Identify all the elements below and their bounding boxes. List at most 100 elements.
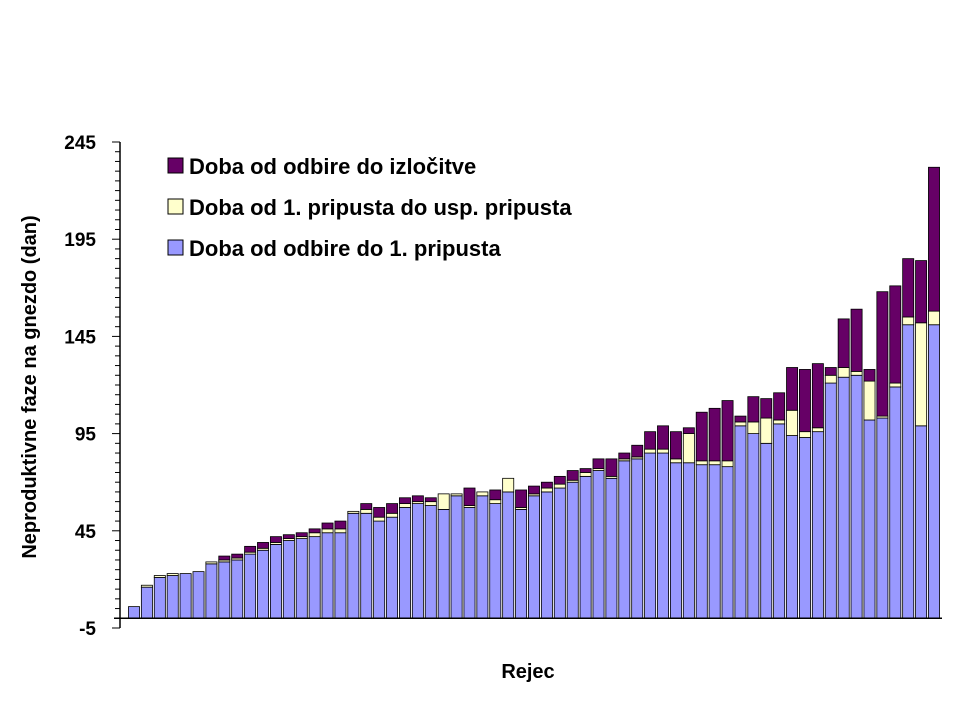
bar-segment-series-3 xyxy=(386,503,399,514)
bar-segment-series-3 xyxy=(566,470,579,481)
bar-segment-series-2 xyxy=(863,380,876,421)
bar-segment-series-3 xyxy=(915,260,928,324)
bar-segment-series-1 xyxy=(657,452,669,619)
bar-segment-series-1 xyxy=(231,559,244,619)
bar-segment-series-1 xyxy=(192,571,205,619)
bar-segment-series-1 xyxy=(786,435,799,619)
bar-segment-series-1 xyxy=(321,532,334,619)
bar-segment-series-2 xyxy=(837,367,850,378)
bar-segment-series-3 xyxy=(837,318,850,368)
bar-segment-series-3 xyxy=(889,285,902,384)
bar-segment-series-1 xyxy=(631,458,644,619)
bar-segment-series-1 xyxy=(205,563,218,619)
bar-segment-series-1 xyxy=(824,382,837,619)
bar-segment-series-1 xyxy=(811,431,824,619)
bar-segment-series-1 xyxy=(295,538,308,619)
bar-segment-series-2 xyxy=(734,421,747,427)
bar-segment-series-3 xyxy=(928,166,940,312)
bar-segment-series-3 xyxy=(786,367,799,411)
bar-segment-series-1 xyxy=(360,512,373,619)
bar-segment-series-1 xyxy=(257,549,269,619)
legend: Doba od odbire do izločitve Doba od 1. pr… xyxy=(167,154,572,261)
bar-segment-series-3 xyxy=(618,452,631,460)
bar-segment-series-1 xyxy=(902,324,915,619)
legend-label: Doba od 1. pripusta do usp. pripusta xyxy=(189,195,572,220)
bar-segment-series-1 xyxy=(347,512,360,619)
bar-segment-series-3 xyxy=(269,536,282,543)
bar-segment-series-1 xyxy=(721,466,734,619)
bar-segment-series-1 xyxy=(282,540,295,619)
bar-segment-series-1 xyxy=(773,423,786,619)
bar-segment-series-1 xyxy=(128,606,140,619)
bar-segment-series-2 xyxy=(669,458,682,464)
bar-segment-series-1 xyxy=(837,376,850,619)
bar-segment-series-1 xyxy=(515,509,528,619)
bar-segment-series-3 xyxy=(334,520,347,530)
bar-segment-series-3 xyxy=(231,553,244,559)
legend-label: Doba od odbire do 1. pripusta xyxy=(189,236,501,261)
bar-segment-series-1 xyxy=(747,433,760,619)
bar-segment-series-1 xyxy=(644,452,657,619)
bar-segment-series-2 xyxy=(308,532,321,538)
bar-segment-series-3 xyxy=(373,507,386,518)
bar-segment-series-1 xyxy=(502,491,515,619)
y-tick-labels: -5 45 95 145 195 245 xyxy=(64,133,96,640)
bar-segment-series-2 xyxy=(321,528,334,534)
bar-segment-series-1 xyxy=(799,437,811,619)
bar-segment-series-3 xyxy=(553,475,566,485)
y-tick-label: 95 xyxy=(75,425,97,446)
bar-segment-series-3 xyxy=(424,497,437,503)
bar-segment-series-2 xyxy=(399,503,411,508)
bar-segment-series-3 xyxy=(902,258,915,318)
y-axis-title: Neproduktivne faze na gnezdo (dan) xyxy=(19,215,41,558)
bar-segment-series-1 xyxy=(928,324,940,619)
bar-segment-series-2 xyxy=(347,510,360,514)
bar-segment-series-3 xyxy=(721,400,734,462)
bar-segment-series-1 xyxy=(476,495,489,619)
bar-segment-series-1 xyxy=(244,553,257,619)
bar-segment-series-3 xyxy=(644,431,657,450)
bar-segment-series-1 xyxy=(153,577,166,619)
bar-segment-series-2 xyxy=(334,528,347,534)
bar-segment-series-1 xyxy=(489,503,502,619)
y-tick-label: 195 xyxy=(64,230,96,251)
legend-swatch xyxy=(167,239,184,256)
bar-segment-series-3 xyxy=(708,407,721,462)
bar-segment-series-2 xyxy=(579,472,592,477)
x-axis-title: Rejec xyxy=(501,661,554,683)
legend-swatch xyxy=(167,157,184,174)
bars xyxy=(128,166,940,619)
bar-segment-series-3 xyxy=(592,458,605,469)
bar-segment-series-1 xyxy=(411,503,424,619)
bar-segment-series-1 xyxy=(399,507,411,619)
bar-segment-series-3 xyxy=(489,489,502,501)
bar-segment-series-1 xyxy=(695,464,708,619)
bar-segment-series-2 xyxy=(153,575,166,578)
bar-segment-series-2 xyxy=(166,573,179,576)
bar-segment-series-1 xyxy=(566,481,579,619)
bar-segment-series-1 xyxy=(140,586,153,619)
bar-segment-series-1 xyxy=(863,419,876,619)
bar-segment-series-3 xyxy=(605,458,618,477)
bar-segment-series-3 xyxy=(747,396,760,423)
bar-segment-series-1 xyxy=(760,442,773,619)
bar-segment-series-3 xyxy=(863,369,876,382)
bar-segment-series-3 xyxy=(876,291,889,417)
bar-segment-series-1 xyxy=(424,505,437,619)
bar-segment-series-1 xyxy=(334,532,347,619)
bar-segment-series-1 xyxy=(450,495,463,619)
bar-segment-series-3 xyxy=(257,542,269,549)
bar-segment-series-2 xyxy=(902,316,915,326)
bar-segment-series-2 xyxy=(786,409,799,436)
bar-segment-series-3 xyxy=(399,497,411,504)
bar-segment-series-2 xyxy=(811,427,824,433)
bar-segment-series-3 xyxy=(631,444,644,458)
bar-segment-series-2 xyxy=(360,509,373,514)
bar-segment-series-2 xyxy=(773,419,786,425)
bar-segment-series-2 xyxy=(850,370,863,376)
bar-segment-series-3 xyxy=(579,468,592,473)
legend-label: Doba od odbire do izločitve xyxy=(189,154,476,179)
bar-segment-series-2 xyxy=(915,322,928,427)
bar-segment-series-3 xyxy=(811,363,824,429)
bar-segment-series-3 xyxy=(669,431,682,460)
